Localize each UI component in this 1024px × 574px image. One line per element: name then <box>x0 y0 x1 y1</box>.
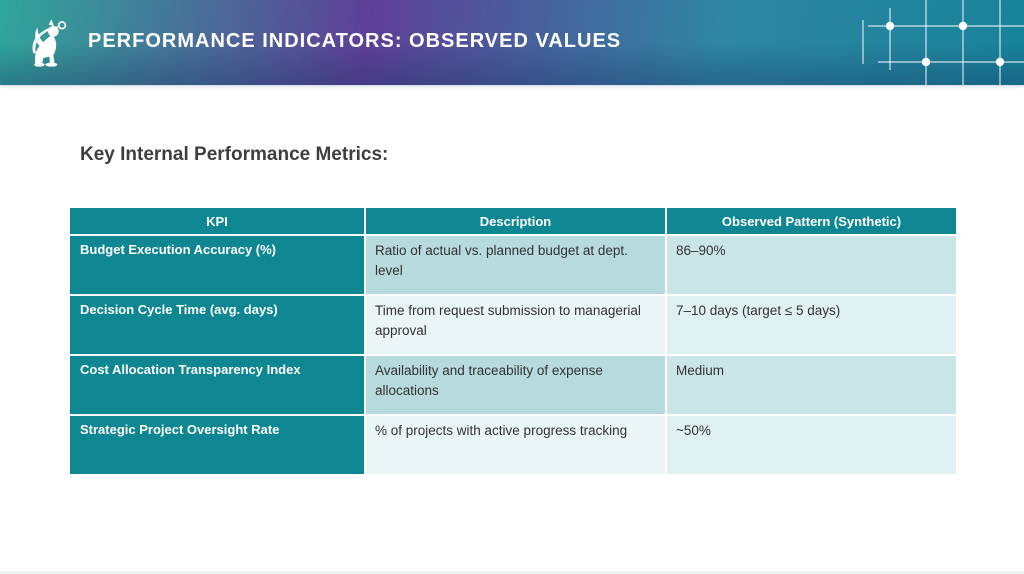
kpi-cell: Decision Cycle Time (avg. days) <box>68 294 366 356</box>
description-cell: Availability and traceability of expense… <box>364 354 667 416</box>
observed-cell: Medium <box>665 354 958 416</box>
grid-decoration <box>862 0 1024 85</box>
description-cell: Ratio of actual vs. planned budget at de… <box>364 234 667 296</box>
griffin-logo-icon <box>28 18 68 70</box>
observed-cell: 86–90% <box>665 234 958 296</box>
bottom-edge-line <box>0 571 1024 574</box>
kpi-cell: Strategic Project Oversight Rate <box>68 414 366 476</box>
column-header-description: Description <box>364 206 667 236</box>
column-header-observed: Observed Pattern (Synthetic) <box>665 206 958 236</box>
table-row: Strategic Project Oversight Rate % of pr… <box>68 414 958 476</box>
kpi-cell: Budget Execution Accuracy (%) <box>68 234 366 296</box>
slide-title: PERFORMANCE INDICATORS: OBSERVED VALUES <box>88 30 622 52</box>
table-header-row: KPI Description Observed Pattern (Synthe… <box>68 206 958 236</box>
section-heading: Key Internal Performance Metrics: <box>80 144 389 165</box>
description-cell: Time from request submission to manageri… <box>364 294 667 356</box>
header-bar: PERFORMANCE INDICATORS: OBSERVED VALUES <box>0 0 1024 85</box>
table-row: Cost Allocation Transparency Index Avail… <box>68 354 958 416</box>
description-cell: % of projects with active progress track… <box>364 414 667 476</box>
observed-cell: ~50% <box>665 414 958 476</box>
table-row: Budget Execution Accuracy (%) Ratio of a… <box>68 234 958 296</box>
kpi-cell: Cost Allocation Transparency Index <box>68 354 366 416</box>
table-row: Decision Cycle Time (avg. days) Time fro… <box>68 294 958 356</box>
column-header-kpi: KPI <box>68 206 366 236</box>
observed-cell: 7–10 days (target ≤ 5 days) <box>665 294 958 356</box>
kpi-table: KPI Description Observed Pattern (Synthe… <box>68 206 958 476</box>
